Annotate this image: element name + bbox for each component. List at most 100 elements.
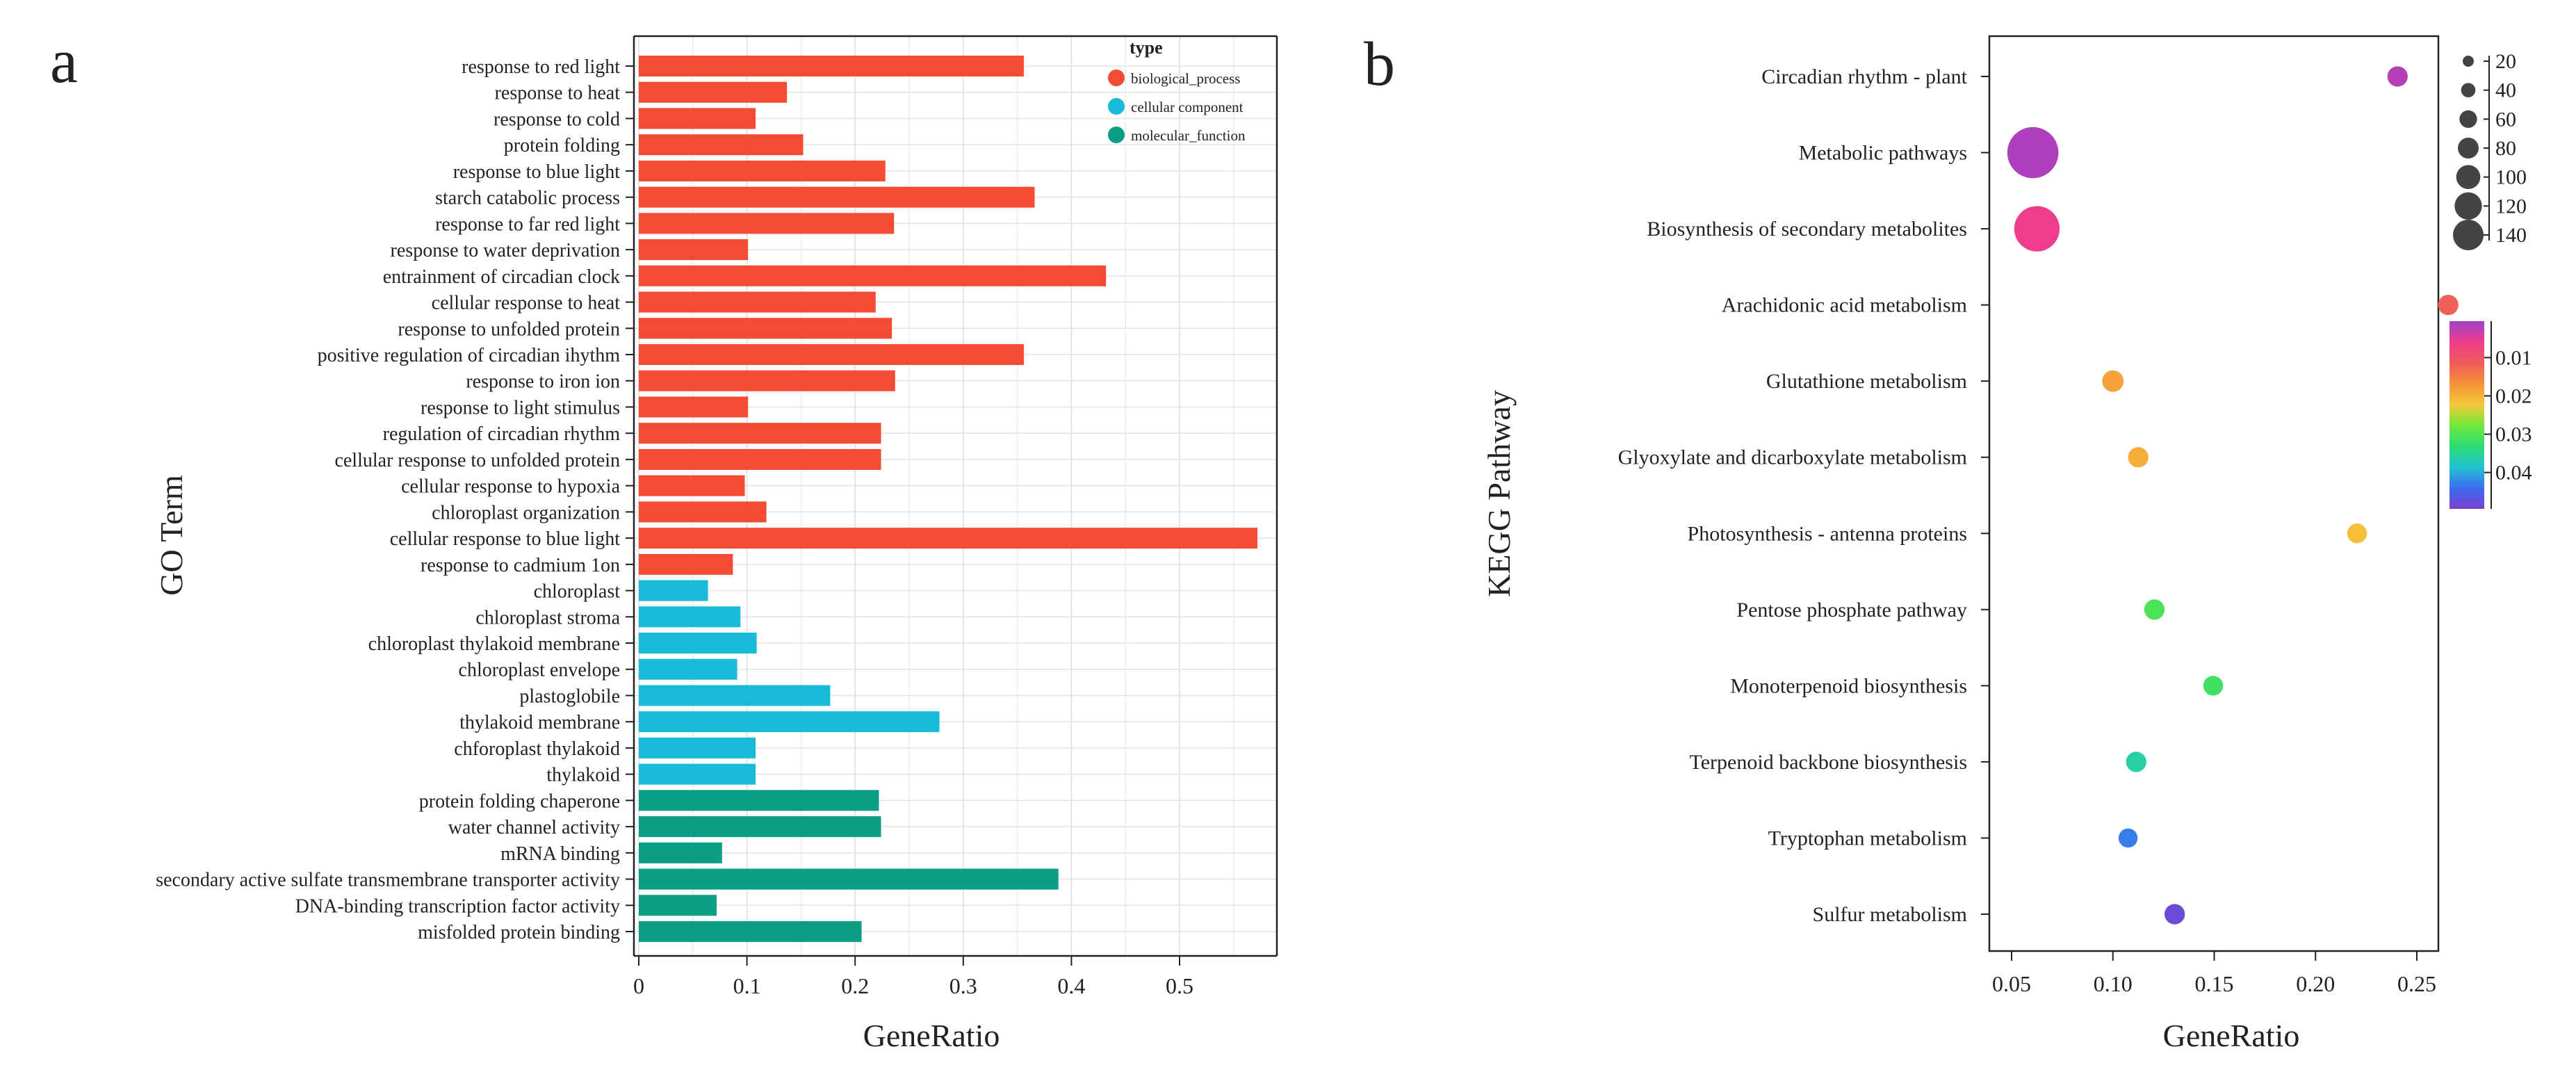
legend-swatch <box>1108 127 1125 143</box>
y-tick-label: cellular response to blue light <box>390 528 620 550</box>
y-tick-label: chloroplast envelope <box>459 660 620 681</box>
bar <box>639 344 1024 365</box>
y-tick-label: chforoplast thylakoid <box>454 738 620 760</box>
size-legend-dot <box>2456 165 2481 189</box>
y-tick-label: water channel activity <box>448 817 620 838</box>
y-tick-label: Photosynthesis - antenna proteins <box>1688 522 1967 545</box>
data-point <box>2014 206 2060 252</box>
y-tick-label: regulation of circadian rhythm <box>383 423 621 445</box>
colorbar-tick-label: 0.04 <box>2495 462 2532 485</box>
y-tick-label: cellular response to heat <box>432 293 621 314</box>
y-tick-label: response to unfolded protein <box>398 318 620 340</box>
y-tick-label: cellular response to unfolded protein <box>334 450 620 471</box>
x-tick-label: 0.25 <box>2397 971 2436 996</box>
y-tick-label: response to water deprivation <box>391 240 620 261</box>
panel-b-size-legend: 20 40 60 80 100 120 140 <box>2453 50 2527 250</box>
panel-a-y-ticks: response to red light response to heat res… <box>156 56 634 943</box>
bar <box>639 423 881 444</box>
bar <box>639 239 749 261</box>
size-legend-label: 140 <box>2495 224 2527 247</box>
y-tick-label: Metabolic pathways <box>1799 142 1967 165</box>
bar <box>639 921 862 942</box>
legend-swatch <box>1108 70 1125 86</box>
panel-b-y-axis-label: KEGG Pathway <box>1481 390 1517 597</box>
size-legend-label: 20 <box>2495 50 2516 73</box>
panel-b-label: b <box>1364 30 1395 99</box>
bar <box>639 81 788 103</box>
y-tick-label: response to cold <box>494 108 620 130</box>
panel-a-x-axis-label: GeneRatio <box>863 1018 1000 1053</box>
y-tick-label: thylakoid membrane <box>459 712 620 733</box>
legend-label: biological_process <box>1131 70 1240 87</box>
y-tick-label: misfolded protein binding <box>418 922 620 943</box>
bar <box>639 868 1059 890</box>
colorbar-tick-label: 0.02 <box>2495 384 2532 407</box>
panel-b-y-ticks: Circadian rhythm - plant Metabolic pathwa… <box>1618 65 1989 926</box>
y-tick-label: response to cadmium 1on <box>421 555 620 576</box>
panel-a-label: a <box>50 27 78 96</box>
y-tick-label: Monoterpenoid biosynthesis <box>1730 674 1967 697</box>
y-tick-label: Pentose phosphate pathway <box>1736 599 1967 622</box>
colorbar-tick-label: 0.03 <box>2495 423 2532 446</box>
legend-label: molecular_function <box>1131 127 1246 144</box>
x-tick-label: 0.3 <box>949 973 977 998</box>
bar <box>639 448 881 470</box>
bar <box>639 658 737 680</box>
y-tick-label: protein folding <box>504 135 620 156</box>
y-tick-label: plastoglobile <box>519 685 620 707</box>
colorbar <box>2449 321 2484 509</box>
x-tick-label: 0.2 <box>841 973 869 998</box>
size-legend-label: 120 <box>2495 195 2527 218</box>
y-tick-label: mRNA binding <box>500 843 620 865</box>
bar <box>639 528 1258 549</box>
y-tick-label: response to blue light <box>453 161 621 183</box>
panel-a-y-axis-label: GO Term <box>154 475 189 596</box>
panel-a-x-ticks: 0 0.1 0.2 0.3 0.4 0.5 <box>633 956 1193 998</box>
bar <box>639 370 895 391</box>
panel-a-legend-title: type <box>1130 38 1163 58</box>
y-tick-label: starch catabolic process <box>435 188 620 209</box>
size-legend-dot <box>2458 138 2479 159</box>
y-tick-label: Sulfur metabolism <box>1813 903 1967 926</box>
data-point <box>2347 523 2367 544</box>
bar <box>639 790 879 811</box>
data-point <box>2203 676 2224 696</box>
x-tick-label: 0.4 <box>1057 973 1085 998</box>
y-tick-label: response to heat <box>495 83 621 104</box>
bar <box>639 711 940 733</box>
size-legend-dot <box>2454 192 2482 220</box>
panel-b: b Circadian rhythm - plant Metabolic path… <box>1364 30 2532 1053</box>
y-tick-label: DNA-binding transcription factor activit… <box>295 895 620 917</box>
y-tick-label: thylakoid <box>546 765 620 786</box>
bar <box>639 160 886 181</box>
data-point <box>2165 904 2185 925</box>
bar <box>639 763 756 785</box>
y-tick-label: Circadian rhythm - plant <box>1761 65 1967 88</box>
data-point <box>2118 828 2138 848</box>
x-tick-label: 0.05 <box>1992 971 2031 996</box>
panel-a-legend: type biological_process cellular componen… <box>1108 38 1246 144</box>
data-point <box>2387 66 2408 87</box>
bar <box>639 318 892 339</box>
x-tick-label: 0 <box>633 973 644 998</box>
bar <box>639 56 1024 76</box>
y-tick-label: response to iron ion <box>466 371 620 393</box>
data-point <box>2126 752 2146 772</box>
bar <box>639 685 831 706</box>
bar <box>639 553 733 575</box>
y-tick-label: cellular response to hypoxia <box>401 476 620 498</box>
y-tick-label: protein folding chaperone <box>419 790 620 812</box>
x-tick-label: 0.15 <box>2195 971 2234 996</box>
y-tick-label: chloroplast stroma <box>475 607 620 628</box>
y-tick-label: Terpenoid backbone biosynthesis <box>1690 751 1967 774</box>
legend-swatch <box>1108 98 1125 115</box>
bar <box>639 501 767 523</box>
y-tick-label: Glutathione metabolism <box>1766 370 1967 393</box>
bar <box>639 580 708 601</box>
panel-b-color-legend: 0.01 0.02 0.03 0.04 <box>2449 321 2532 509</box>
y-tick-label: chloroplast organization <box>432 502 620 523</box>
size-legend-dot <box>2453 220 2484 250</box>
size-legend-dot <box>2463 56 2474 67</box>
data-point <box>2128 447 2149 468</box>
